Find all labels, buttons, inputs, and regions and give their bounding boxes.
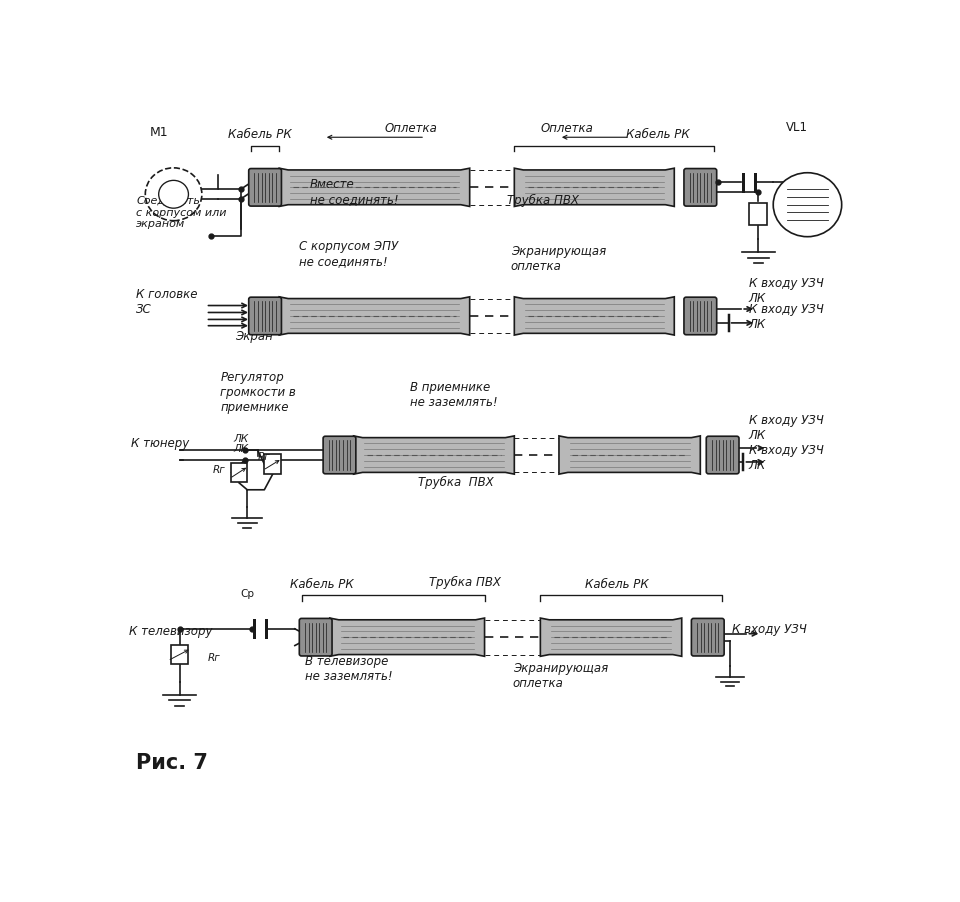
Text: Rг: Rг: [257, 452, 271, 462]
Polygon shape: [515, 298, 674, 336]
Text: Трубка ПВХ: Трубка ПВХ: [507, 193, 579, 207]
FancyBboxPatch shape: [300, 619, 332, 657]
Text: К тюнеру: К тюнеру: [132, 437, 189, 449]
FancyBboxPatch shape: [707, 437, 739, 474]
Text: Экранирующая
оплетка: Экранирующая оплетка: [511, 245, 606, 273]
Text: Оплетка: Оплетка: [384, 122, 437, 135]
Text: ЛК: ЛК: [233, 444, 249, 454]
Bar: [750, 203, 767, 226]
Polygon shape: [540, 619, 682, 657]
Text: К входу УЗЧ
ЛК: К входу УЗЧ ЛК: [749, 302, 824, 331]
Text: Рис. 7: Рис. 7: [136, 752, 208, 772]
Text: Оплетка: Оплетка: [540, 122, 593, 135]
Text: Cp: Cp: [241, 588, 254, 598]
Text: Вместе
не соединять!: Вместе не соединять!: [310, 178, 398, 206]
Polygon shape: [330, 619, 485, 657]
Text: В телевизоре
не заземлять!: В телевизоре не заземлять!: [304, 655, 392, 683]
Circle shape: [158, 181, 188, 209]
Text: В приемнике
не заземлять!: В приемнике не заземлять!: [410, 381, 498, 409]
Bar: [264, 455, 280, 474]
Polygon shape: [353, 437, 515, 474]
Text: М1: М1: [150, 126, 168, 139]
Text: К входу УЗЧ: К входу УЗЧ: [732, 622, 806, 636]
Text: Кабель РК: Кабель РК: [228, 127, 292, 141]
FancyBboxPatch shape: [691, 619, 724, 657]
Text: К входу УЗЧ
ЛК: К входу УЗЧ ЛК: [749, 414, 824, 442]
FancyBboxPatch shape: [249, 170, 281, 207]
Text: К головке
ЗС: К головке ЗС: [136, 288, 198, 316]
Text: Соединить
с корпусом или
экраном: Соединить с корпусом или экраном: [136, 196, 227, 229]
Text: Кабель РК: Кабель РК: [585, 577, 649, 591]
FancyBboxPatch shape: [684, 298, 717, 336]
Text: К входу УЗЧ
ЛК: К входу УЗЧ ЛК: [749, 276, 824, 304]
Polygon shape: [515, 169, 674, 207]
Text: Регулятор
громкости в
приемнике: Регулятор громкости в приемнике: [221, 370, 297, 413]
Text: Rг: Rг: [207, 652, 221, 662]
Text: С корпусом ЭПУ
не соединять!: С корпусом ЭПУ не соединять!: [299, 240, 397, 268]
Text: Экранирующая
оплетка: Экранирующая оплетка: [513, 662, 608, 690]
Text: Трубка ПВХ: Трубка ПВХ: [429, 575, 500, 588]
Circle shape: [773, 173, 842, 237]
Text: Трубка  ПВХ: Трубка ПВХ: [418, 475, 493, 489]
Text: Экран: Экран: [235, 329, 273, 343]
Text: К телевизору: К телевизору: [129, 624, 212, 637]
Text: Rг: Rг: [213, 465, 226, 474]
Bar: [171, 645, 188, 665]
Polygon shape: [279, 169, 469, 207]
Text: ЛК: ЛК: [233, 434, 249, 444]
Text: VL1: VL1: [786, 121, 808, 134]
Bar: [230, 463, 248, 483]
FancyBboxPatch shape: [249, 298, 281, 336]
Polygon shape: [279, 298, 469, 336]
Circle shape: [145, 169, 202, 222]
Text: К входу УЗЧ
ЛК: К входу УЗЧ ЛК: [749, 444, 824, 472]
Polygon shape: [559, 437, 701, 474]
FancyBboxPatch shape: [324, 437, 356, 474]
Text: Кабель РК: Кабель РК: [290, 577, 353, 591]
Text: Кабель РК: Кабель РК: [626, 127, 689, 141]
FancyBboxPatch shape: [684, 170, 717, 207]
